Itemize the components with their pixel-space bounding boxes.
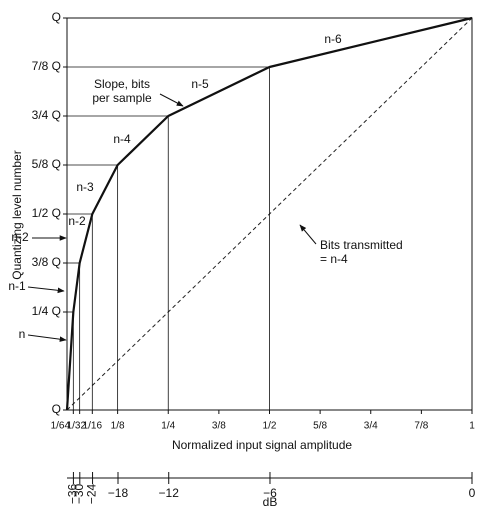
- y-tick-label: Q: [52, 10, 61, 24]
- annotation: Slope, bits: [94, 77, 150, 91]
- annotation: = n-4: [320, 252, 348, 266]
- y-tick-label: 5/8 Q: [32, 157, 61, 171]
- x2-tick-label: −36: [66, 483, 80, 504]
- x-tick-label: 7/8: [414, 421, 428, 432]
- annotation-arrow: [299, 224, 317, 245]
- y-tick-label: Q: [52, 402, 61, 416]
- x-tick-label: 1: [469, 421, 475, 432]
- x-tick-label: 1/16: [83, 421, 103, 432]
- x-tick-label: 5/8: [313, 421, 327, 432]
- annotation: n-3: [76, 180, 94, 194]
- x2-tick-label: −24: [85, 483, 99, 504]
- y-tick-label: 3/4 Q: [32, 108, 61, 122]
- x2-tick-label: 0: [469, 486, 476, 500]
- y-tick-label: 1/4 Q: [32, 304, 61, 318]
- annotation: Bits transmitted: [320, 238, 403, 252]
- x-tick-label: 1/2: [263, 421, 277, 432]
- x-tick-label: 1/64: [51, 421, 71, 432]
- x2-axis-label: dB: [263, 495, 278, 509]
- y-tick-label: 1/2 Q: [32, 206, 61, 220]
- annotation: n-6: [324, 32, 342, 46]
- annotation-arrow: [159, 93, 184, 107]
- annotation: n-1: [8, 279, 26, 293]
- x-tick-label: 1/8: [111, 421, 125, 432]
- annotation-arrow: [27, 334, 67, 342]
- x-tick-label: 3/4: [364, 421, 378, 432]
- annotation-arrow: [27, 286, 65, 294]
- y-tick-label: 7/8 Q: [32, 59, 61, 73]
- x2-tick-label: −30: [72, 483, 86, 504]
- annotation: n-2: [68, 214, 86, 228]
- y-tick-label: 3/8 Q: [32, 255, 61, 269]
- x-tick-label: 1/32: [67, 421, 87, 432]
- companding-curve: [65, 16, 473, 411]
- x2-tick-label: −12: [159, 486, 180, 500]
- x-tick-label: 3/8: [212, 421, 226, 432]
- annotation: n-4: [113, 132, 131, 146]
- annotation: n-5: [191, 77, 209, 91]
- x-axis-label: Normalized input signal amplitude: [172, 438, 352, 452]
- annotation: per sample: [92, 91, 152, 105]
- x2-tick-label: −6: [263, 486, 277, 500]
- annotation: n-2: [11, 230, 29, 244]
- y-axis-label: Quantizing level number: [10, 150, 24, 279]
- x2-tick-label: −18: [108, 486, 129, 500]
- annotation: n: [19, 327, 26, 341]
- x-tick-label: 1/4: [161, 421, 175, 432]
